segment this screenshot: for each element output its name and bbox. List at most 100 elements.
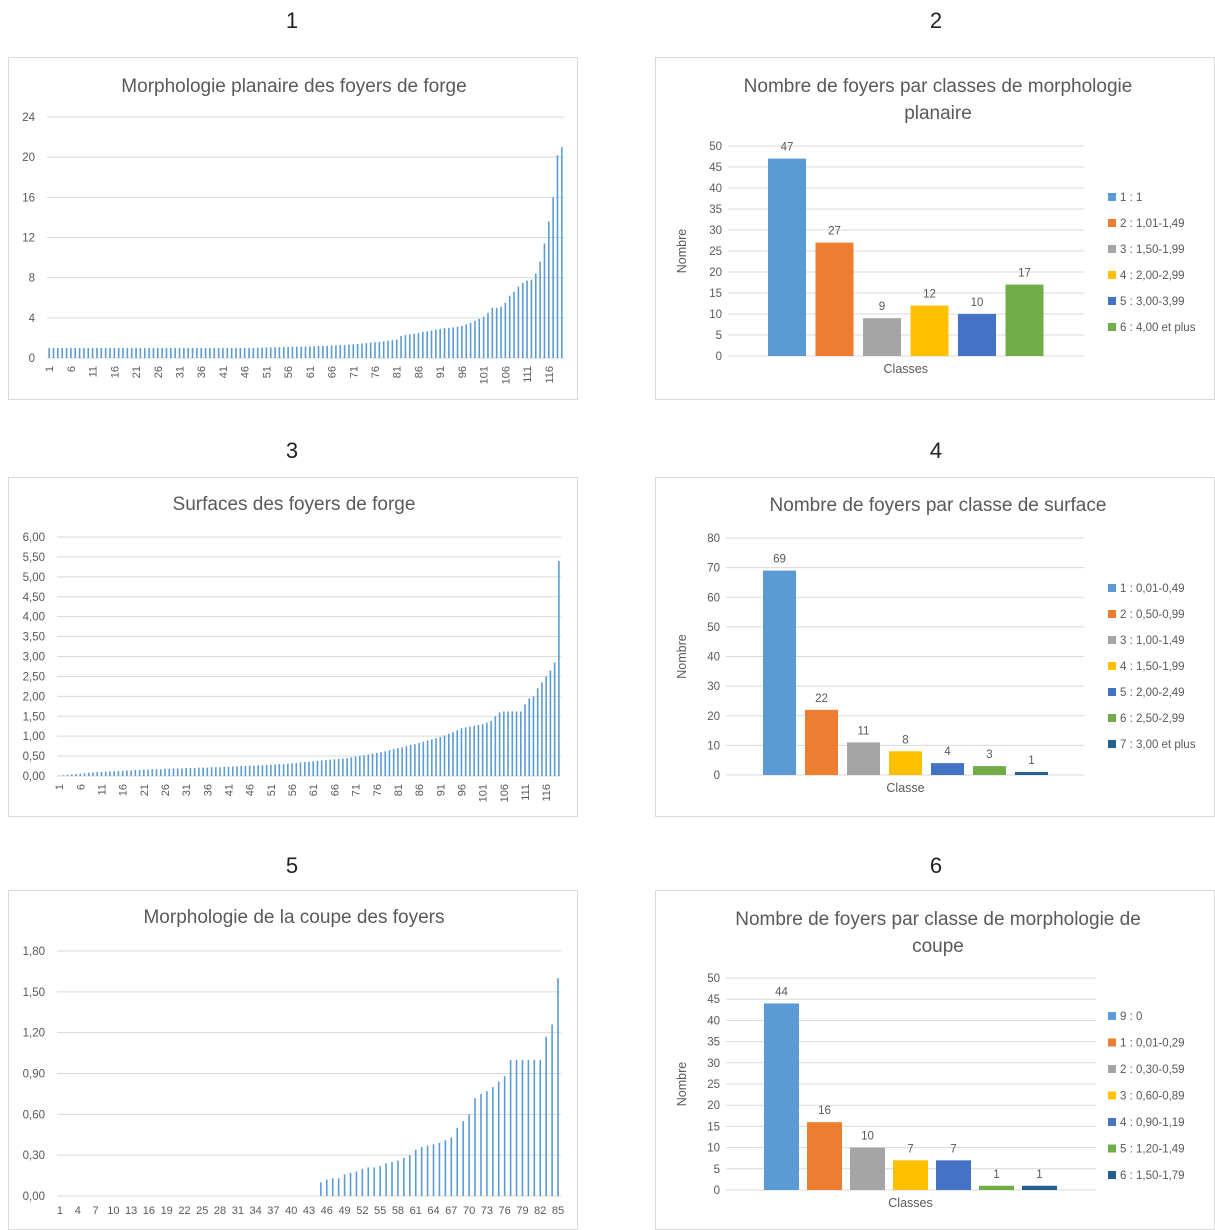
chart-1-bar: [248, 348, 250, 358]
chart-5-bar: [480, 1094, 482, 1196]
chart-3-bar: [139, 770, 141, 776]
chart-3-bar: [473, 726, 475, 776]
chart-3-bar: [456, 730, 458, 776]
chart-5-bar: [474, 1098, 476, 1196]
chart-1-ytick-label: 8: [29, 273, 35, 285]
chart-1-bar: [431, 330, 433, 358]
chart-1-bar: [135, 348, 137, 358]
chart-3-bar: [202, 768, 204, 776]
chart-4-bar: [973, 766, 1006, 775]
chart-5-xtick-label: 16: [143, 1205, 155, 1217]
chart-3-bar: [291, 763, 293, 776]
chart-6-legend-label: 6 : 1,50-1,79: [1120, 1170, 1185, 1182]
chart-6-title: coupe: [912, 936, 964, 957]
chart-3-bar: [287, 764, 289, 776]
chart-6-ytick-label: 40: [707, 1015, 720, 1027]
chart-3-bar: [118, 771, 120, 776]
chart-1-xtick-label: 56: [283, 366, 295, 378]
chart-3-bar: [465, 727, 467, 776]
chart-5-xtick-label: 79: [516, 1205, 528, 1217]
chart-3-bar: [96, 772, 98, 776]
chart-3-bar: [266, 765, 268, 776]
chart-3-bar: [317, 761, 319, 776]
chart-3-bar: [207, 768, 209, 776]
chart-1-xtick-label: 16: [109, 366, 121, 378]
chart-1-bar: [361, 344, 363, 358]
chart-1-bar: [87, 348, 89, 358]
chart-6-legend-label: 3 : 0,60-0,89: [1120, 1091, 1185, 1103]
chart-1-bar: [157, 348, 159, 358]
chart-1-bar: [235, 348, 237, 358]
chart-5-bar: [498, 1082, 500, 1196]
chart-5-xtick-label: 58: [392, 1205, 404, 1217]
chart-1-bar: [261, 348, 263, 358]
chart-1-bar: [348, 345, 350, 358]
chart-3-xtick-label: 81: [393, 784, 405, 796]
chart-5-ytick-label: 1,50: [23, 987, 45, 999]
chart-2-title: Nombre de foyers par classes de morpholo…: [744, 76, 1133, 97]
chart-1-xtick-label: 46: [240, 366, 252, 378]
chart-3-bar: [342, 758, 344, 776]
chart-4-ytick-label: 30: [707, 681, 720, 693]
chart-6-ytick-label: 15: [707, 1121, 720, 1133]
chart-3-bar: [367, 754, 369, 776]
chart-1-xtick-label: 111: [522, 366, 534, 383]
chart-5-bar: [385, 1163, 387, 1196]
chart-6-data-label: 1: [993, 1169, 999, 1181]
chart-4-bar: [805, 710, 838, 775]
chart-5-xtick-label: 52: [356, 1205, 368, 1217]
chart-1-bar: [253, 348, 255, 358]
chart-3-bar: [257, 765, 259, 776]
chart-3-bar: [300, 762, 302, 776]
chart-1-bar: [140, 348, 142, 358]
chart-1-bar: [535, 274, 537, 358]
chart-5-xtick-label: 13: [125, 1205, 137, 1217]
chart-3-bar: [427, 741, 429, 776]
chart-3-ytick-label: 3,50: [23, 632, 45, 644]
chart-3-bar: [151, 769, 153, 776]
chart-2-data-label: 10: [971, 297, 984, 309]
chart-4-ytick-label: 50: [707, 622, 720, 634]
chart-1-bar: [200, 348, 202, 358]
chart-1-bar: [192, 348, 194, 358]
chart-5-bar: [534, 1060, 536, 1196]
chart-1-bar: [526, 281, 528, 358]
chart-3-bar: [461, 728, 463, 776]
chart-5-bar: [356, 1172, 358, 1197]
chart-6-legend-swatch: [1108, 1039, 1116, 1047]
chart-1-bar: [561, 147, 563, 358]
chart-4-data-label: 69: [773, 554, 786, 566]
chart-3-xtick-label: 96: [456, 784, 468, 796]
chart-3-bar: [312, 761, 314, 776]
chart-3-bar: [452, 732, 454, 776]
chart-1-bar: [383, 341, 385, 358]
chart-2-data-label: 27: [828, 226, 841, 238]
chart-1-bar: [144, 348, 146, 358]
chart-1-bar: [379, 342, 381, 358]
chart-1-bar: [122, 348, 124, 358]
chart-2-ylabel: Nombre: [675, 229, 689, 274]
chart-5-xtick-label: 19: [161, 1205, 173, 1217]
chart-3-bar: [401, 747, 403, 776]
chart-6-legend-swatch: [1108, 1012, 1116, 1020]
chart-1-bar: [518, 287, 520, 358]
chart-1-bar: [426, 331, 428, 358]
chart-1-bar: [170, 348, 172, 358]
chart-1-bar: [552, 197, 554, 358]
chart-2-legend-label: 3 : 1,50-1,99: [1120, 244, 1185, 256]
chart-1-bar: [48, 348, 50, 358]
chart-1-bar: [509, 296, 511, 358]
chart-4-data-label: 11: [858, 725, 870, 737]
chart-5-xtick-label: 37: [267, 1205, 279, 1217]
chart-4-data-label: 4: [944, 746, 951, 758]
chart-3-bar: [533, 696, 535, 776]
chart-5-ytick-label: 0,00: [23, 1191, 45, 1203]
chart-3-bar: [84, 773, 86, 776]
chart-1-bar: [244, 348, 246, 358]
chart-3-bar: [143, 770, 145, 776]
chart-2-ytick-label: 15: [709, 288, 722, 300]
chart-2-ytick-label: 50: [709, 141, 722, 153]
chart-3-bar: [126, 770, 128, 776]
chart-3-svg: Surfaces des foyers de forge0,000,501,00…: [9, 478, 577, 816]
chart-3-bar: [92, 772, 94, 776]
